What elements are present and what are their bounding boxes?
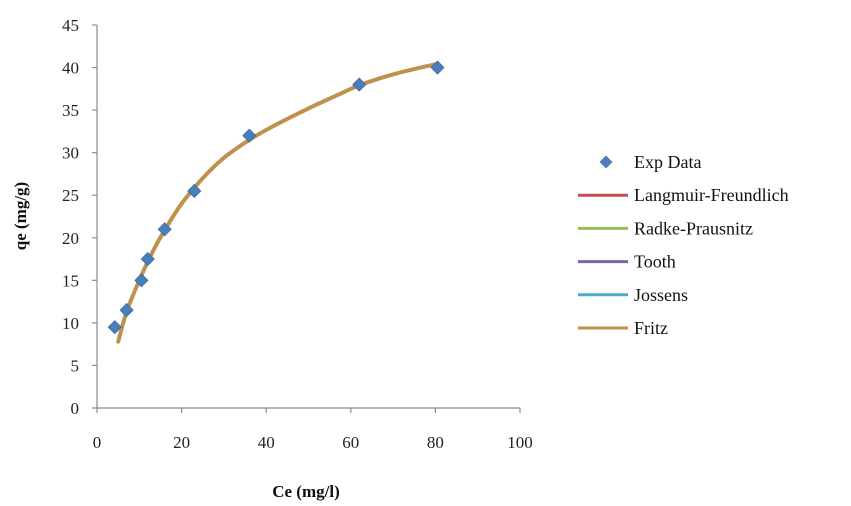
x-tick-label: 20 xyxy=(173,433,190,452)
x-tick-label: 80 xyxy=(427,433,444,452)
x-tick-label: 40 xyxy=(258,433,275,452)
y-tick-label: 25 xyxy=(62,186,79,205)
legend: Exp Data Langmuir-Freundlich Radke-Prausni… xyxy=(578,152,789,338)
y-tick-label: 30 xyxy=(62,144,79,163)
y-ticks: 0 5 10 15 20 25 30 35 40 45 xyxy=(62,16,97,418)
data-point-diamond xyxy=(242,128,257,143)
x-ticks: 0 20 40 60 80 100 xyxy=(93,408,533,452)
y-axis-title: qe (mg/g) xyxy=(11,182,30,250)
legend-label: Tooth xyxy=(634,252,676,272)
data-point-diamond xyxy=(119,303,134,318)
y-tick-label: 10 xyxy=(62,314,79,333)
x-tick-label: 100 xyxy=(507,433,533,452)
y-tick-label: 40 xyxy=(62,59,79,78)
data-point-diamond xyxy=(187,183,202,199)
y-tick-label: 45 xyxy=(62,16,79,35)
series-line-langmuir-freundlich xyxy=(116,62,437,344)
series-line-radke-prausnitz xyxy=(116,62,437,344)
y-tick-label: 5 xyxy=(71,356,80,375)
series-markers xyxy=(107,60,445,335)
data-point-diamond xyxy=(430,60,445,75)
y-tick-label: 0 xyxy=(71,399,80,418)
legend-marker-diamond xyxy=(599,155,613,169)
y-tick-label: 35 xyxy=(62,101,79,120)
y-tick-label: 15 xyxy=(62,271,79,290)
x-axis-title: Ce (mg/l) xyxy=(272,482,340,501)
series-line-fritz xyxy=(116,62,438,344)
series-line-jossens xyxy=(116,62,437,344)
y-tick-label: 20 xyxy=(62,229,79,248)
legend-label: Exp Data xyxy=(634,152,701,172)
series-lines xyxy=(116,62,438,344)
data-point-diamond xyxy=(352,77,367,92)
data-point-diamond xyxy=(107,320,122,335)
legend-label: Jossens xyxy=(634,285,688,305)
data-point-diamond xyxy=(134,273,149,288)
legend-label: Radke-Prausnitz xyxy=(634,218,753,238)
series-line-tooth xyxy=(116,62,437,344)
legend-label: Fritz xyxy=(634,318,668,338)
axes xyxy=(96,25,520,409)
x-tick-label: 0 xyxy=(93,433,102,452)
x-tick-label: 60 xyxy=(342,433,359,452)
legend-label: Langmuir-Freundlich xyxy=(634,185,789,205)
data-point-diamond xyxy=(157,222,172,237)
data-point-diamond xyxy=(140,251,155,267)
